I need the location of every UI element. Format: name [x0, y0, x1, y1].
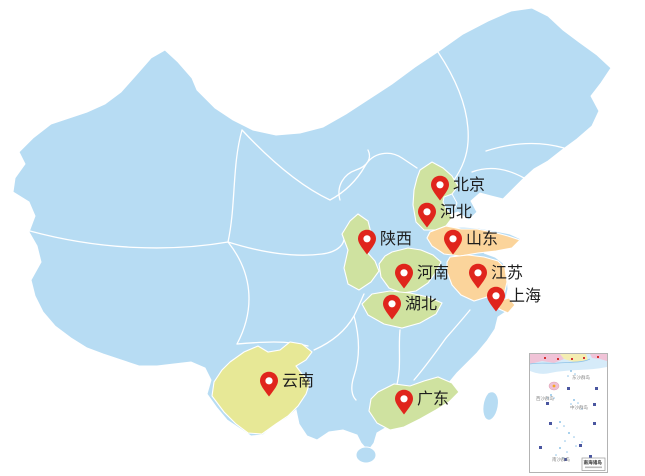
pin-label: 山东: [466, 231, 499, 248]
location-pin-icon: [418, 202, 436, 228]
pin-label: 上海: [509, 288, 542, 305]
pin-label: 河南: [417, 265, 450, 282]
province-guangdong[interactable]: [368, 376, 460, 431]
location-pin-icon: [383, 294, 401, 320]
inset-title-box: 南海诸岛: [581, 457, 606, 471]
inset-group-markers: [539, 387, 598, 461]
map-pin-广东[interactable]: 广东: [394, 389, 449, 416]
map-pin-河北[interactable]: 河北: [417, 202, 472, 229]
location-pin-icon: [444, 229, 462, 255]
location-pin-icon: [260, 371, 278, 397]
inset-coast: [530, 354, 607, 391]
inset-title: 南海诸岛: [584, 459, 603, 466]
province-tianjin[interactable]: [442, 193, 458, 216]
map-pin-上海[interactable]: 上海: [486, 286, 541, 313]
location-pin-icon: [395, 263, 413, 289]
inset-label-南沙群岛: 南沙群岛: [552, 456, 570, 463]
inset-label-西沙群岛: 西沙群岛: [536, 395, 554, 402]
inset-label-东沙群岛: 东沙群岛: [572, 374, 590, 381]
pin-label: 云南: [282, 373, 315, 390]
map-pin-山东[interactable]: 山东: [443, 229, 498, 256]
pin-label: 河北: [440, 204, 473, 221]
province-hubei[interactable]: [361, 290, 443, 329]
china-mainland[interactable]: [12, 7, 612, 452]
map-pin-江苏[interactable]: 江苏: [468, 263, 523, 290]
map-pin-陕西[interactable]: 陕西: [357, 229, 412, 256]
islands: [355, 391, 499, 464]
location-pin-icon: [358, 229, 376, 255]
inset-label-中沙群岛: 中沙群岛: [570, 404, 588, 411]
map-pin-云南[interactable]: 云南: [259, 371, 314, 398]
province-yunnan[interactable]: [211, 341, 313, 435]
map-pin-湖北[interactable]: 湖北: [382, 294, 437, 321]
location-pin-icon: [395, 389, 413, 415]
pin-label: 陕西: [380, 231, 413, 248]
location-pin-icon: [487, 286, 505, 312]
inset-city-marks: [544, 356, 599, 360]
pin-label: 江苏: [491, 265, 524, 282]
pin-label: 湖北: [405, 296, 438, 313]
location-pin-icon: [469, 263, 487, 289]
map-pin-北京[interactable]: 北京: [430, 175, 485, 202]
location-pin-icon: [431, 175, 449, 201]
island-hainan[interactable]: [355, 446, 377, 464]
island-taiwan[interactable]: [482, 391, 499, 421]
map-pin-河南[interactable]: 河南: [394, 263, 449, 290]
pin-label: 广东: [417, 391, 450, 408]
pin-label: 北京: [453, 177, 486, 194]
south-china-sea-inset: 东沙群岛西沙群岛中沙群岛南沙群岛 南海诸岛: [529, 353, 608, 473]
inset-island-dots: [547, 370, 583, 459]
